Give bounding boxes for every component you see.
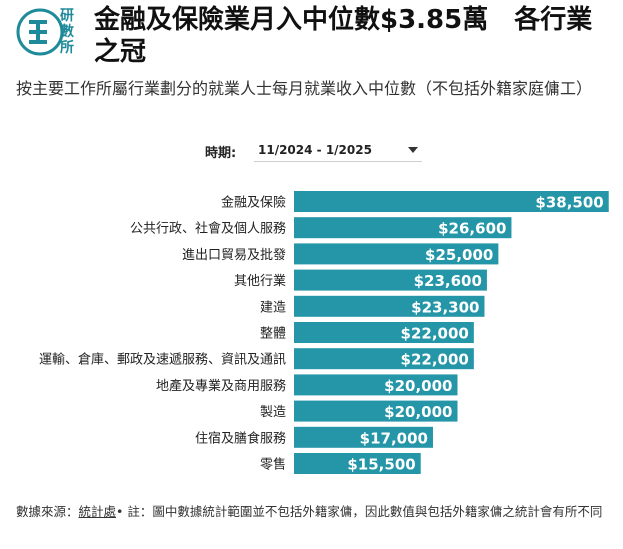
- bar-value-label: $23,600: [414, 272, 482, 290]
- bar-value-label: $20,000: [384, 403, 452, 421]
- category-label: 整體: [260, 327, 286, 342]
- category-label: 金融及保險: [221, 195, 286, 211]
- source-link[interactable]: 統計處: [78, 504, 117, 519]
- chart-subtitle: 按主要工作所屬行業劃分的就業人士每月就業收入中位數（不包括外籍家庭傭工）: [16, 79, 593, 98]
- category-label: 製造: [260, 405, 286, 420]
- category-label: 零售: [260, 457, 286, 473]
- bar-value-label: $22,000: [401, 351, 469, 369]
- source-note: 數據來源：統計處• 註：圖中數據統計範圍並不包括外籍家傭，因此數值與包括外籍家傭…: [16, 503, 614, 521]
- period-dropdown[interactable]: 11/2024 - 1/2025: [254, 136, 422, 162]
- category-label: 進出口貿易及批發: [182, 248, 286, 263]
- bar[interactable]: [294, 374, 458, 396]
- bar[interactable]: [294, 426, 433, 448]
- bar-value-label: $26,600: [438, 220, 506, 238]
- bar[interactable]: [294, 295, 485, 317]
- bar-value-label: $22,000: [401, 325, 469, 343]
- category-label: 地產及專業及商用服務: [156, 378, 286, 394]
- bar[interactable]: [294, 400, 458, 422]
- bar[interactable]: [294, 243, 499, 265]
- period-selected-value: 11/2024 - 1/2025: [258, 143, 372, 157]
- bar[interactable]: [294, 348, 474, 370]
- bar[interactable]: [294, 217, 512, 239]
- bar-chart: 金融及保險 $38,500 公共行政、社會及個人服務 $26,600 進出口貿易及批發 $…: [39, 191, 609, 474]
- bar-value-label: $17,000: [360, 429, 428, 447]
- chevron-down-icon: [408, 147, 418, 153]
- bar[interactable]: [294, 269, 487, 291]
- brand-logo: 研數所: [16, 6, 86, 58]
- bar[interactable]: [294, 191, 609, 212]
- bar-value-label: $20,000: [384, 377, 452, 395]
- bar[interactable]: [294, 453, 421, 474]
- category-label: 運輸、倉庫、郵政及速遞服務、資訊及通訊: [39, 353, 286, 368]
- chart-title: 金融及保險業月入中位數$3.85萬 各行業之冠: [94, 5, 593, 67]
- period-label: 時期:: [205, 146, 237, 161]
- bar-value-label: $25,000: [425, 246, 493, 264]
- category-label: 住宿及膳食服務: [195, 430, 286, 446]
- bar-value-label: $15,500: [347, 456, 415, 474]
- source-prefix: 數據來源：: [16, 504, 79, 519]
- source-footnote: • 註：圖中數據統計範圍並不包括外籍家傭，因此數值與包括外籍家傭之統計會有所不同: [116, 504, 603, 519]
- bar[interactable]: [294, 322, 474, 343]
- category-label: 公共行政、社會及個人服務: [130, 221, 286, 237]
- logo-text: 研數所: [60, 8, 74, 56]
- bar-value-label: $23,300: [411, 298, 479, 316]
- bar-value-label: $38,500: [535, 194, 603, 212]
- category-label: 其他行業: [234, 273, 286, 289]
- category-label: 建造: [260, 300, 286, 315]
